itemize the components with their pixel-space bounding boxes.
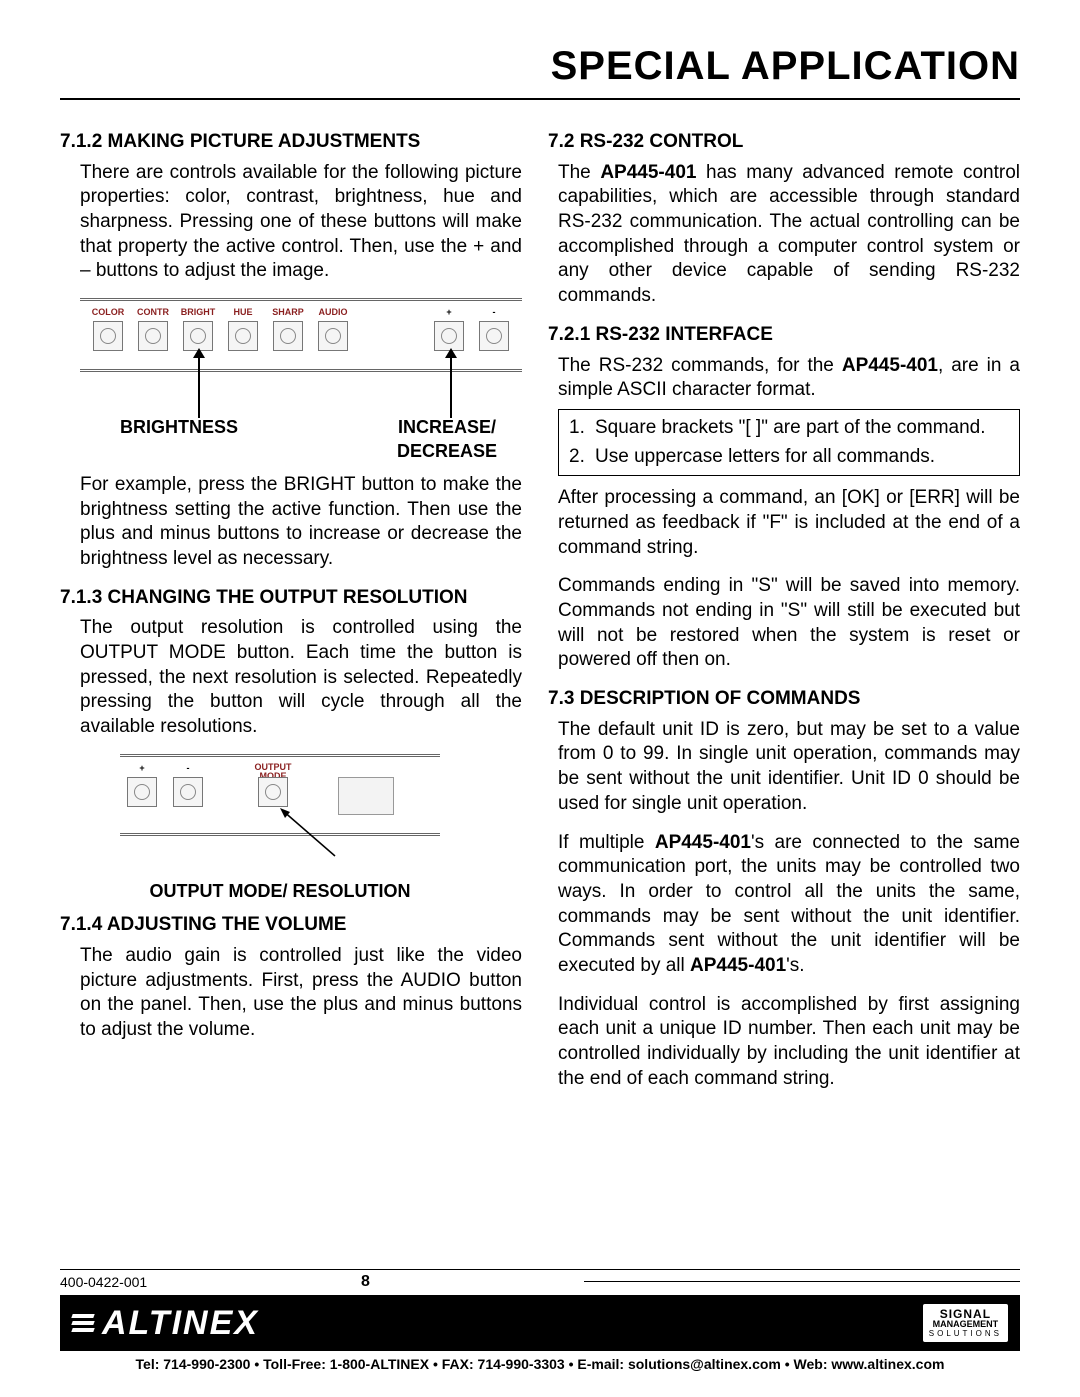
logo-stripes-icon <box>72 1314 94 1332</box>
rule-1: 1. Square brackets "[ ]" are part of the… <box>569 416 1009 441</box>
heading-7-2-1: 7.2.1 RS-232 INTERFACE <box>548 323 1020 348</box>
footer-docid: 400-0422-001 <box>60 1273 147 1291</box>
btn-contr <box>138 321 168 351</box>
signal-management-badge: SIGNAL MANAGEMENT SOLUTIONS <box>923 1304 1008 1342</box>
btn-label-contr: CONTR <box>137 307 169 319</box>
btn-label-minus: - <box>493 307 496 319</box>
body-after-rules-2: Commands ending in "S" will be saved int… <box>558 574 1020 673</box>
btn-plus <box>434 321 464 351</box>
btn-label-color: COLOR <box>92 307 125 319</box>
page-footer: 400-0422-001 8 ALTINEX SIGNAL MANAGEMENT… <box>60 1269 1020 1373</box>
arrow-increase-decrease <box>450 356 452 418</box>
btn-label-hue: HUE <box>233 307 252 319</box>
btn-minus <box>479 321 509 351</box>
btn-label-bright: BRIGHT <box>181 307 216 319</box>
arrow-brightness <box>198 356 200 418</box>
btn-color <box>93 321 123 351</box>
body-7-3-p2: If multiple AP445-401's are connected to… <box>558 831 1020 979</box>
right-column: 7.2 RS-232 CONTROL The AP445-401 has man… <box>558 130 1020 1105</box>
left-column: 7.1.2 MAKING PICTURE ADJUSTMENTS There a… <box>60 130 522 1105</box>
d2-menu-block <box>338 777 394 815</box>
heading-7-1-2: 7.1.2 MAKING PICTURE ADJUSTMENTS <box>60 130 522 155</box>
altinex-logo: ALTINEX <box>72 1301 259 1345</box>
d2-btn-minus <box>173 777 203 807</box>
body-7-2-1: The RS-232 commands, for the AP445-401, … <box>558 354 1020 403</box>
diagram1-label-right: INCREASE/ DECREASE <box>382 416 512 463</box>
diagram1-label-left: BRIGHTNESS <box>120 416 238 463</box>
diagram-output-mode: + - OUTPUTMODE OUTPUT MODE/ RESOLUTION <box>120 754 440 903</box>
body-7-1-3: The output resolution is controlled usin… <box>80 616 522 739</box>
body-7-1-2: There are controls available for the fol… <box>80 161 522 284</box>
btn-bright <box>183 321 213 351</box>
heading-7-3: 7.3 DESCRIPTION OF COMMANDS <box>548 687 1020 712</box>
footer-pagenum: 8 <box>147 1272 583 1293</box>
heading-7-1-4: 7.1.4 ADJUSTING THE VOLUME <box>60 913 522 938</box>
body-7-2: The AP445-401 has many advanced remote c… <box>558 161 1020 309</box>
btn-hue <box>228 321 258 351</box>
arrow-output-mode <box>280 808 340 858</box>
footer-contact: Tel: 714-990-2300 • Toll-Free: 1-800-ALT… <box>60 1351 1020 1373</box>
heading-7-1-3: 7.1.3 CHANGING THE OUTPUT RESOLUTION <box>60 586 522 611</box>
d2-btn-plus <box>127 777 157 807</box>
btn-label-audio: AUDIO <box>319 307 348 319</box>
rules-box: 1. Square brackets "[ ]" are part of the… <box>558 409 1020 476</box>
d2-btn-output-mode <box>258 777 288 807</box>
btn-label-sharp: SHARP <box>272 307 304 319</box>
body-7-3-p3: Individual control is accomplished by fi… <box>558 993 1020 1092</box>
body-after-rules-1: After processing a command, an [OK] or [… <box>558 486 1020 560</box>
d2-plus-label: + <box>139 763 144 775</box>
btn-sharp <box>273 321 303 351</box>
body-7-1-2-example: For example, press the BRIGHT button to … <box>80 473 522 572</box>
body-7-1-4: The audio gain is controlled just like t… <box>80 944 522 1043</box>
body-7-3-p1: The default unit ID is zero, but may be … <box>558 718 1020 817</box>
rule-2: 2. Use uppercase letters for all command… <box>569 445 1009 470</box>
d2-minus-label: - <box>187 763 190 775</box>
d2-output-label: OUTPUTMODE <box>255 763 292 775</box>
diagram2-caption: OUTPUT MODE/ RESOLUTION <box>120 880 440 903</box>
heading-7-2: 7.2 RS-232 CONTROL <box>548 130 1020 155</box>
btn-label-plus: + <box>446 307 451 319</box>
page-title: SPECIAL APPLICATION <box>60 40 1020 100</box>
diagram-brightness: COLOR CONTR BRIGHT HUE SHARP AUDIO + - B… <box>80 298 522 463</box>
btn-audio <box>318 321 348 351</box>
